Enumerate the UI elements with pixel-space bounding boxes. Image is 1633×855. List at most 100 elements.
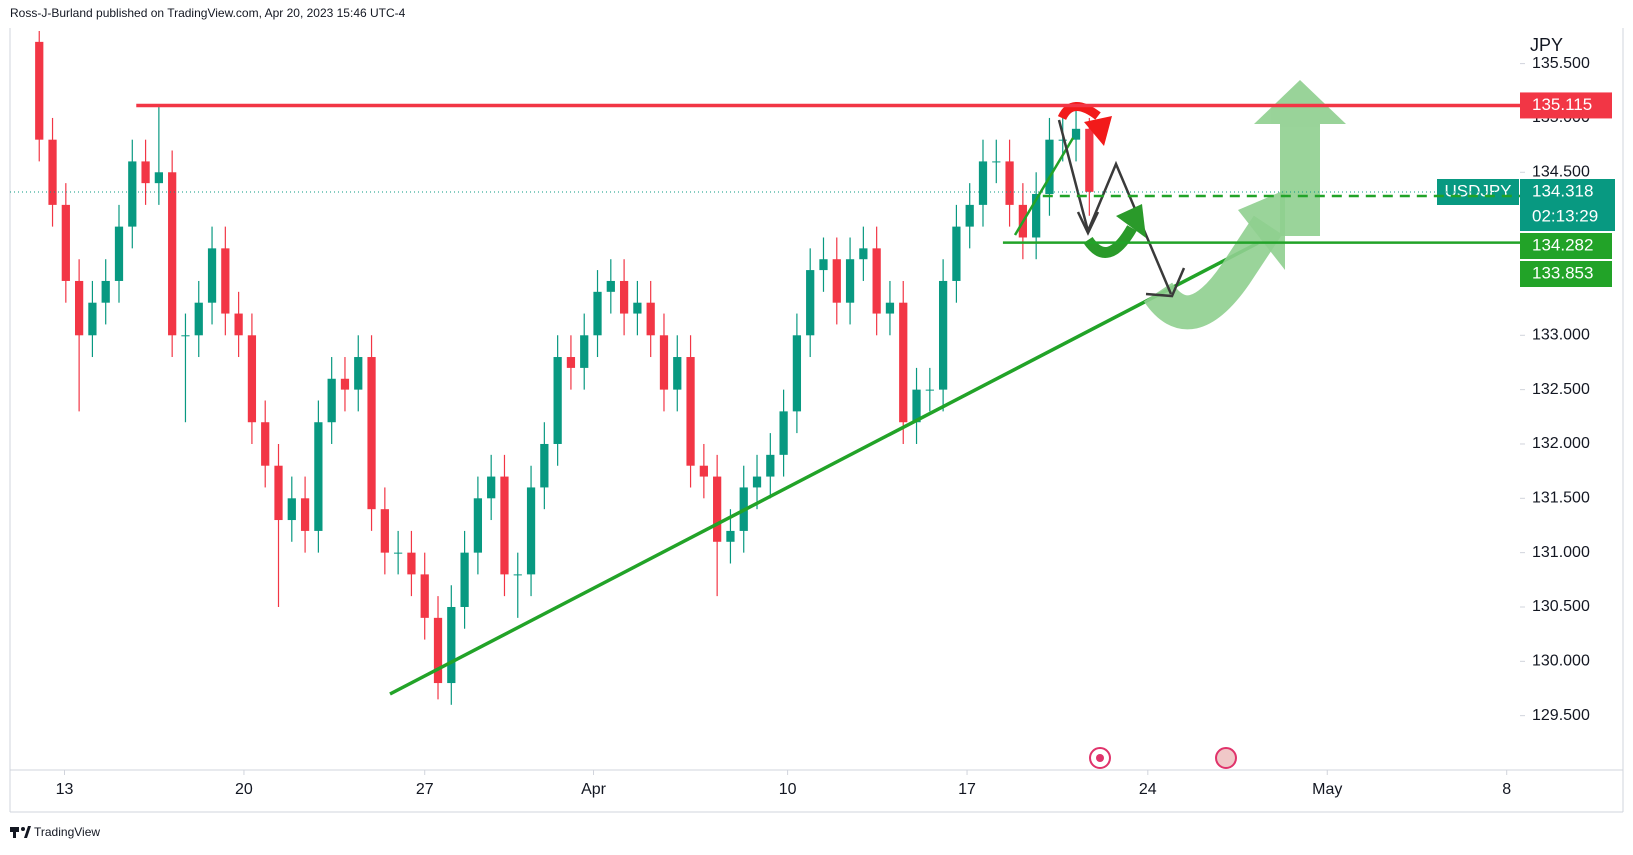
candle-body [938,280,948,390]
target-arrow [1254,80,1346,236]
candle-body [327,378,336,423]
zigzag-head [1145,267,1186,298]
candle-body [88,302,97,336]
y-tick-label: 131.500 [1532,490,1590,507]
reject-arrow-head [1084,116,1112,146]
candle-body [473,498,483,553]
candle-body [433,617,443,684]
candle-body [420,574,429,618]
x-tick-label: Apr [581,781,607,798]
bounce-arrow [1143,215,1283,330]
y-tick-label: 132.000 [1532,435,1590,452]
candle-body [367,357,376,510]
x-tick-label: 24 [1139,781,1157,798]
candle-body [806,270,815,336]
candle-body [699,465,708,477]
candle-body [925,389,934,391]
x-tick-label: 10 [779,781,797,798]
countdown-label: 02:13:29 [1532,206,1598,225]
y-tick-label: 129.500 [1532,707,1590,724]
level-box [1520,233,1612,259]
candle-body [1058,139,1067,141]
y-tick-label: 133.000 [1532,327,1590,344]
candle-body [566,357,576,368]
candle-body [553,357,562,444]
candle-body [859,248,868,260]
candle-body [606,280,615,292]
y-tick-label: 131.000 [1532,544,1590,561]
candle-body [35,41,44,140]
candle-body [487,476,496,499]
candle-body [832,259,841,303]
x-tick-label: 27 [416,781,434,798]
candle-body [74,280,84,336]
candle-body [101,280,110,303]
bounce-small-head [1116,204,1146,238]
last-price-box [1520,179,1615,231]
candle-body [247,335,257,423]
y-tick-label: 135.500 [1532,55,1590,72]
footer-logo [10,826,31,838]
y-tick-label: 130.000 [1532,653,1590,670]
candle-body [314,422,323,531]
x-tick-label: May [1312,781,1342,798]
candle-body [872,248,881,314]
candle-body [766,454,775,477]
candles [35,31,1094,705]
bounce-arrow-head [1238,190,1285,270]
candle-body [845,259,855,303]
candle-body [48,139,57,205]
candle-body [885,302,895,314]
arrow-head [1254,80,1346,124]
candle-body [340,378,350,390]
candle-body [394,552,403,554]
header: Ross-J-Burland published on TradingView.… [10,6,406,20]
candle-body [460,552,469,607]
candle-body [659,335,669,390]
candle-body [287,498,296,521]
y-tick-label: 130.500 [1532,598,1590,615]
level-label: 133.853 [1532,263,1593,282]
x-tick-label: 8 [1502,781,1511,798]
footer: TradingView [34,825,100,839]
candle-body [912,389,921,423]
symbol-label: USDJPY [1444,181,1511,200]
candle-body [673,357,682,390]
candle-body [354,357,363,390]
candle-body [221,248,230,314]
candle-body [726,530,735,542]
candle-body [1032,194,1041,238]
candle-body [168,172,177,336]
candle-body [207,248,217,303]
last-price-label: 134.318 [1532,181,1593,200]
candle-body [526,487,536,575]
candle-body [646,302,655,336]
candle-body [154,172,163,184]
candle-body [819,259,828,271]
candle-body [540,443,549,488]
y-tick-label: 134.500 [1532,163,1590,180]
candle-body [1085,128,1094,192]
event-icon[interactable] [1215,747,1237,769]
candle-body [128,161,137,227]
arrow-shaft [1280,122,1320,236]
short-trendline [1013,137,1075,236]
candle-body [686,357,695,466]
candle-body [447,606,456,684]
candle-body [407,552,416,575]
candle-body [580,335,589,368]
event-icon-dot [1096,754,1104,762]
candle-body [1005,161,1014,205]
candle-body [633,302,642,314]
candle-body [141,161,150,184]
level-box [1520,261,1612,287]
candle-body [779,411,788,455]
candle-body [952,226,961,281]
candle-body [194,302,203,336]
level-box [1520,92,1612,119]
candle-body [978,161,988,205]
candle-body [380,509,389,553]
y-tick-label: 132.500 [1532,381,1590,398]
x-tick-label: 13 [56,781,74,798]
